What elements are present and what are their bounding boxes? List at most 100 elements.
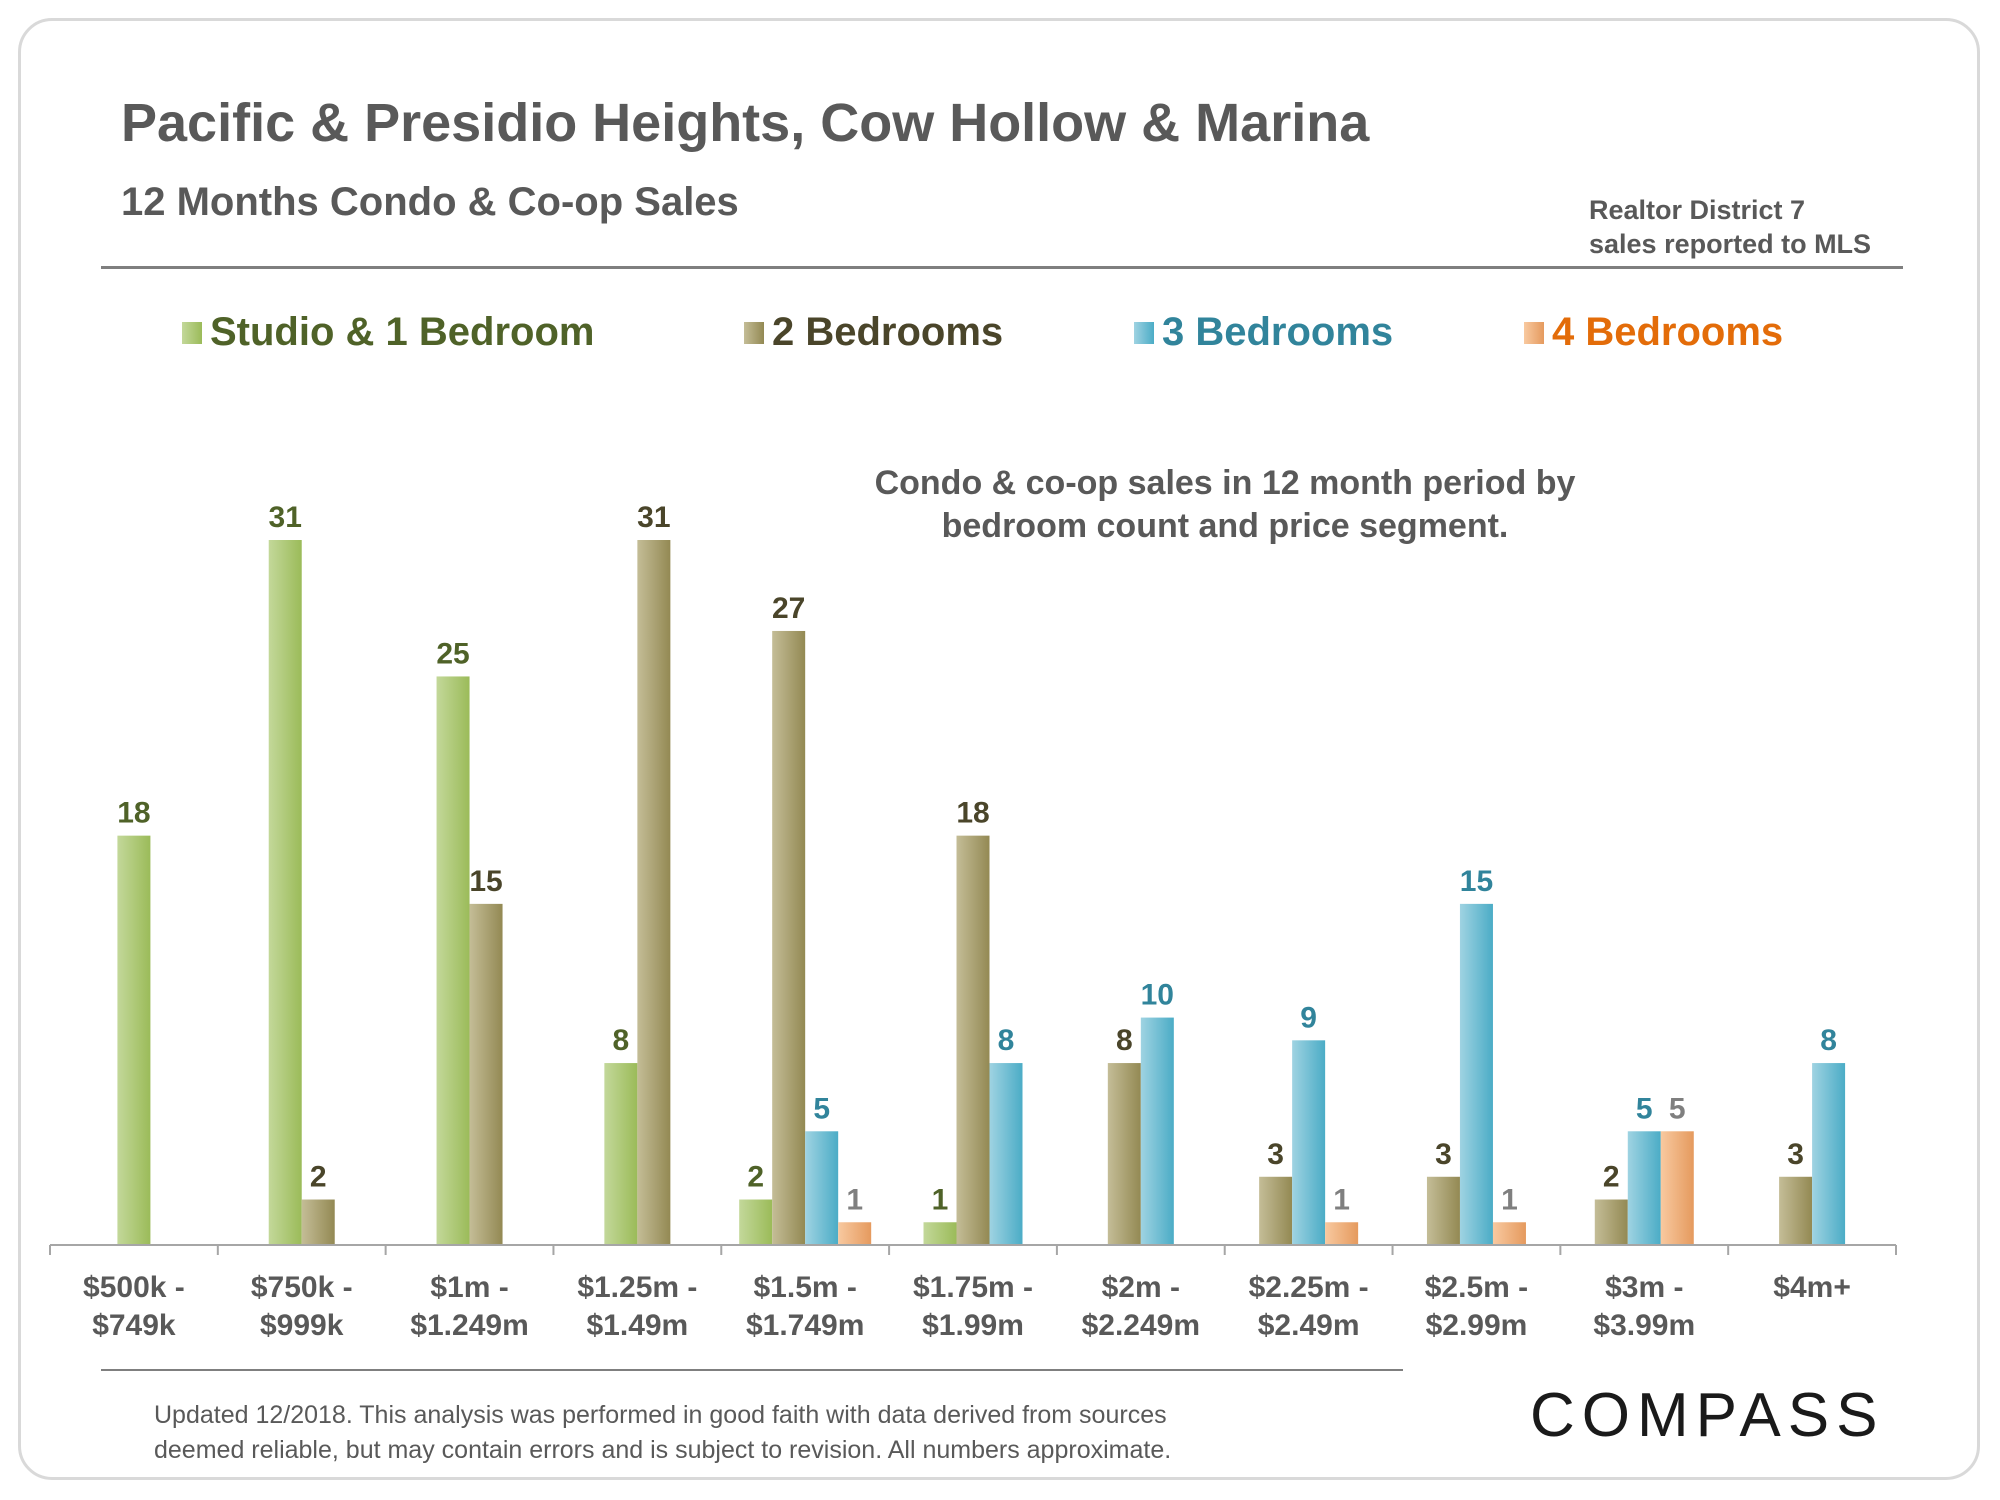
annotation-line-2: bedroom count and price segment. xyxy=(941,507,1509,545)
bar-4-bedrooms-8 xyxy=(1492,1222,1526,1245)
footer-divider xyxy=(101,1369,1403,1371)
data-label-4-bedrooms-4: 1 xyxy=(846,1183,863,1216)
chart-annotation: Condo & co-op sales in 12 month period b… xyxy=(830,462,1620,548)
bar-3-bedrooms-5 xyxy=(989,1063,1023,1245)
legend-swatch-3-bedrooms xyxy=(1134,321,1154,344)
bar-2-bedrooms-7 xyxy=(1259,1176,1293,1245)
data-label-2-bedrooms-1: 2 xyxy=(310,1161,327,1194)
bar-3-bedrooms-4 xyxy=(805,1131,839,1245)
data-label-2-bedrooms-3: 31 xyxy=(637,501,670,534)
bar-3-bedrooms-7 xyxy=(1292,1040,1326,1245)
data-label-2-bedrooms-10: 3 xyxy=(1787,1138,1804,1171)
bar-2-bedrooms-2 xyxy=(469,903,503,1245)
bar-studio-1-bedroom-3 xyxy=(604,1063,638,1245)
data-label-studio-1-bedroom-1: 31 xyxy=(269,501,302,534)
bar-3-bedrooms-10 xyxy=(1812,1063,1846,1245)
bar-studio-1-bedroom-4 xyxy=(739,1199,773,1245)
legend-label-4-bedrooms: 4 Bedrooms xyxy=(1552,310,1784,354)
data-label-2-bedrooms-7: 3 xyxy=(1267,1138,1284,1171)
bar-3-bedrooms-8 xyxy=(1459,903,1493,1245)
legend-swatch-studio xyxy=(182,321,202,344)
x-tick-label-4-1: $1.749m xyxy=(746,1309,864,1342)
compass-logo: COMPASS xyxy=(1530,1381,1885,1450)
header-divider xyxy=(101,266,1903,269)
bar-4-bedrooms-7 xyxy=(1325,1222,1359,1245)
data-label-studio-1-bedroom-4: 2 xyxy=(747,1161,764,1194)
x-tick-label-3-1: $1.49m xyxy=(586,1309,688,1342)
x-tick-label-1-0: $750k - xyxy=(251,1271,353,1304)
x-tick-label-5-0: $1.75m - xyxy=(913,1271,1033,1304)
data-label-3-bedrooms-10: 8 xyxy=(1820,1024,1837,1057)
data-label-2-bedrooms-5: 18 xyxy=(956,797,989,830)
bar-3-bedrooms-6 xyxy=(1140,1017,1174,1245)
source-line-2: sales reported to MLS xyxy=(1589,229,1872,259)
legend-swatch-4-bedrooms xyxy=(1524,321,1544,344)
x-tick-label-2-0: $1m - xyxy=(430,1271,508,1304)
bar-2-bedrooms-9 xyxy=(1594,1199,1628,1245)
x-tick-label-0-0: $500k - xyxy=(83,1271,185,1304)
bar-2-bedrooms-1 xyxy=(301,1199,335,1245)
x-tick-label-8-0: $2.5m - xyxy=(1425,1271,1528,1304)
footnote-line-2: deemed reliable, but may contain errors … xyxy=(154,1436,1172,1464)
slide-frame xyxy=(18,18,1980,1480)
bar-2-bedrooms-10 xyxy=(1779,1176,1813,1245)
footnote: Updated 12/2018. This analysis was perfo… xyxy=(154,1398,1171,1468)
data-label-studio-1-bedroom-0: 18 xyxy=(117,797,150,830)
source-note: Realtor District 7 sales reported to MLS xyxy=(1589,193,1871,261)
data-label-2-bedrooms-6: 8 xyxy=(1116,1024,1133,1057)
data-label-3-bedrooms-8: 15 xyxy=(1460,865,1493,898)
bar-studio-1-bedroom-5 xyxy=(923,1222,957,1245)
chart-subtitle: 12 Months Condo & Co-op Sales xyxy=(121,180,739,224)
x-tick-label-2-1: $1.249m xyxy=(410,1309,528,1342)
data-label-studio-1-bedroom-2: 25 xyxy=(436,637,469,670)
legend-label-3-bedrooms: 3 Bedrooms xyxy=(1162,310,1394,354)
bar-2-bedrooms-8 xyxy=(1426,1176,1460,1245)
x-tick-label-10-0: $4m+ xyxy=(1773,1271,1851,1304)
bar-2-bedrooms-5 xyxy=(956,835,990,1245)
data-label-3-bedrooms-4: 5 xyxy=(813,1092,830,1125)
chart-title: Pacific & Presidio Heights, Cow Hollow &… xyxy=(121,93,1370,153)
data-label-4-bedrooms-8: 1 xyxy=(1501,1183,1518,1216)
data-label-studio-1-bedroom-3: 8 xyxy=(613,1024,630,1057)
legend-label-2-bedrooms: 2 Bedrooms xyxy=(772,310,1004,354)
x-tick-label-7-0: $2.25m - xyxy=(1249,1271,1369,1304)
x-tick-label-9-1: $3.99m xyxy=(1593,1309,1695,1342)
bar-studio-1-bedroom-2 xyxy=(436,676,470,1245)
footnote-line-1: Updated 12/2018. This analysis was perfo… xyxy=(154,1401,1167,1429)
bar-3-bedrooms-9 xyxy=(1627,1131,1661,1245)
legend-item-3-bedrooms: 3 Bedrooms xyxy=(1134,310,1393,355)
x-tick-label-5-1: $1.99m xyxy=(922,1309,1024,1342)
bar-studio-1-bedroom-0 xyxy=(117,835,151,1245)
x-tick-label-3-0: $1.25m - xyxy=(577,1271,697,1304)
data-label-3-bedrooms-9: 5 xyxy=(1636,1092,1653,1125)
data-label-3-bedrooms-6: 10 xyxy=(1141,979,1174,1012)
source-line-1: Realtor District 7 xyxy=(1589,195,1806,225)
data-label-2-bedrooms-4: 27 xyxy=(772,592,805,625)
legend-swatch-2-bedrooms xyxy=(744,321,764,344)
bar-2-bedrooms-6 xyxy=(1107,1063,1141,1245)
data-label-3-bedrooms-7: 9 xyxy=(1300,1001,1317,1034)
x-tick-label-8-1: $2.99m xyxy=(1426,1309,1528,1342)
bar-2-bedrooms-4 xyxy=(772,630,806,1245)
x-tick-label-4-0: $1.5m - xyxy=(753,1271,856,1304)
data-label-2-bedrooms-8: 3 xyxy=(1435,1138,1452,1171)
legend-label-studio: Studio & 1 Bedroom xyxy=(210,310,595,354)
x-tick-label-6-0: $2m - xyxy=(1102,1271,1180,1304)
x-tick-label-0-1: $749k xyxy=(92,1309,176,1342)
legend-item-4-bedrooms: 4 Bedrooms xyxy=(1524,310,1783,355)
bar-studio-1-bedroom-1 xyxy=(268,540,302,1245)
bar-4-bedrooms-9 xyxy=(1660,1131,1694,1245)
data-label-4-bedrooms-9: 5 xyxy=(1669,1092,1686,1125)
data-label-2-bedrooms-9: 2 xyxy=(1603,1161,1620,1194)
data-label-4-bedrooms-7: 1 xyxy=(1333,1183,1350,1216)
x-tick-label-6-1: $2.249m xyxy=(1082,1309,1200,1342)
annotation-line-1: Condo & co-op sales in 12 month period b… xyxy=(874,464,1576,502)
data-label-studio-1-bedroom-5: 1 xyxy=(932,1183,949,1216)
legend-item-2-bedrooms: 2 Bedrooms xyxy=(744,310,1003,355)
data-label-2-bedrooms-2: 15 xyxy=(469,865,502,898)
x-tick-label-9-0: $3m - xyxy=(1605,1271,1683,1304)
legend-item-studio: Studio & 1 Bedroom xyxy=(182,310,594,355)
x-tick-label-1-1: $999k xyxy=(260,1309,344,1342)
data-label-3-bedrooms-5: 8 xyxy=(998,1024,1015,1057)
